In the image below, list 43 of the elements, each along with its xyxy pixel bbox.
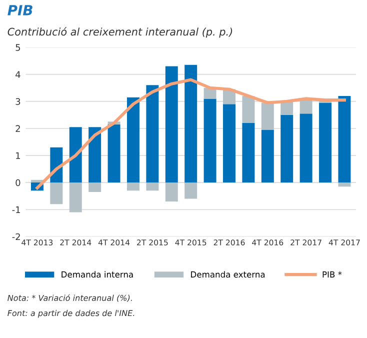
bar (261, 130, 274, 183)
y-tick-label: 3 (16, 98, 20, 105)
chart-subtitle: Contribució al creixement interanual (p. p.) (8, 27, 232, 38)
y-tick-label: 4 (16, 71, 20, 78)
bar (69, 182, 82, 212)
bar (165, 66, 178, 183)
bar (242, 123, 255, 183)
y-tick-label: 0 (16, 179, 20, 186)
bar (242, 96, 255, 124)
bar (300, 114, 312, 183)
y-tick-label: 1 (16, 152, 20, 159)
bar (338, 182, 351, 187)
bar (69, 127, 82, 183)
y-tick-label: 5 (16, 44, 20, 51)
line-series (36, 78, 346, 190)
bar (165, 182, 178, 202)
bar (204, 98, 216, 183)
bar (338, 96, 351, 183)
bar (146, 182, 159, 191)
legend-label: Demanda externa (191, 271, 265, 278)
legend-label: Demanda interna (62, 271, 133, 278)
bar (88, 182, 102, 192)
bar (50, 182, 63, 204)
bar (184, 64, 198, 183)
bar (280, 114, 294, 183)
bar (146, 85, 159, 183)
y-tick-label: -1 (12, 206, 20, 213)
y-tick-label: 2 (16, 125, 20, 132)
bar (108, 124, 120, 183)
text: Nota: * Variació interanual (%). (8, 294, 132, 302)
bar (184, 182, 198, 199)
bar (280, 101, 294, 115)
bar (319, 102, 332, 183)
legend-label: PIB * (322, 271, 342, 278)
chart-title: PIB (8, 5, 32, 16)
bar (126, 182, 140, 191)
bar (261, 102, 274, 130)
text: Font: a partir de dades de l'INE. (8, 310, 134, 318)
y-tick-label: -2 (12, 233, 20, 240)
bar (126, 97, 140, 183)
bar (223, 104, 236, 183)
bar (88, 127, 102, 183)
bar (300, 100, 312, 114)
